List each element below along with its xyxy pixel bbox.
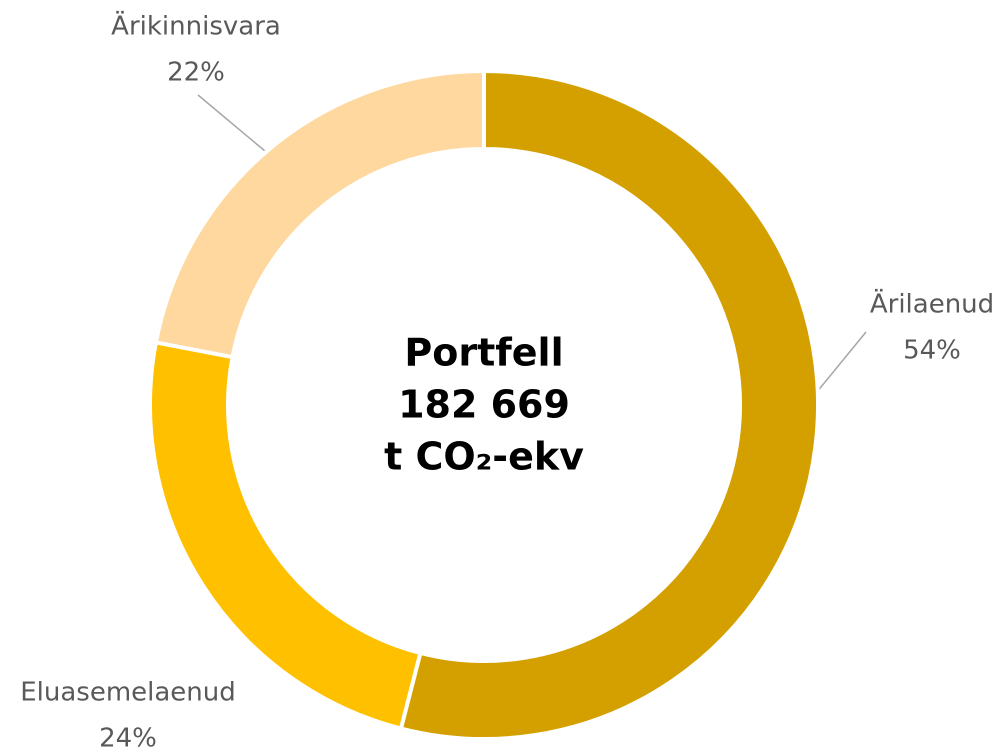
donut-segment — [398, 68, 820, 741]
segment-value-label: 22% — [167, 58, 225, 88]
segment-value-label: 24% — [99, 724, 157, 752]
donut-segment — [153, 68, 486, 360]
donut-segment — [148, 340, 423, 731]
segment-label: Ärilaenud — [870, 288, 994, 320]
center-text: 182 669 — [398, 383, 570, 427]
segment-label: Eluasemelaenud — [20, 678, 236, 708]
center-text: Portfell — [404, 331, 563, 375]
segment-value-label: 54% — [903, 336, 961, 366]
segment-label: Ärikinnisvara — [111, 10, 281, 42]
center-text: t CO₂-ekv — [384, 435, 584, 479]
